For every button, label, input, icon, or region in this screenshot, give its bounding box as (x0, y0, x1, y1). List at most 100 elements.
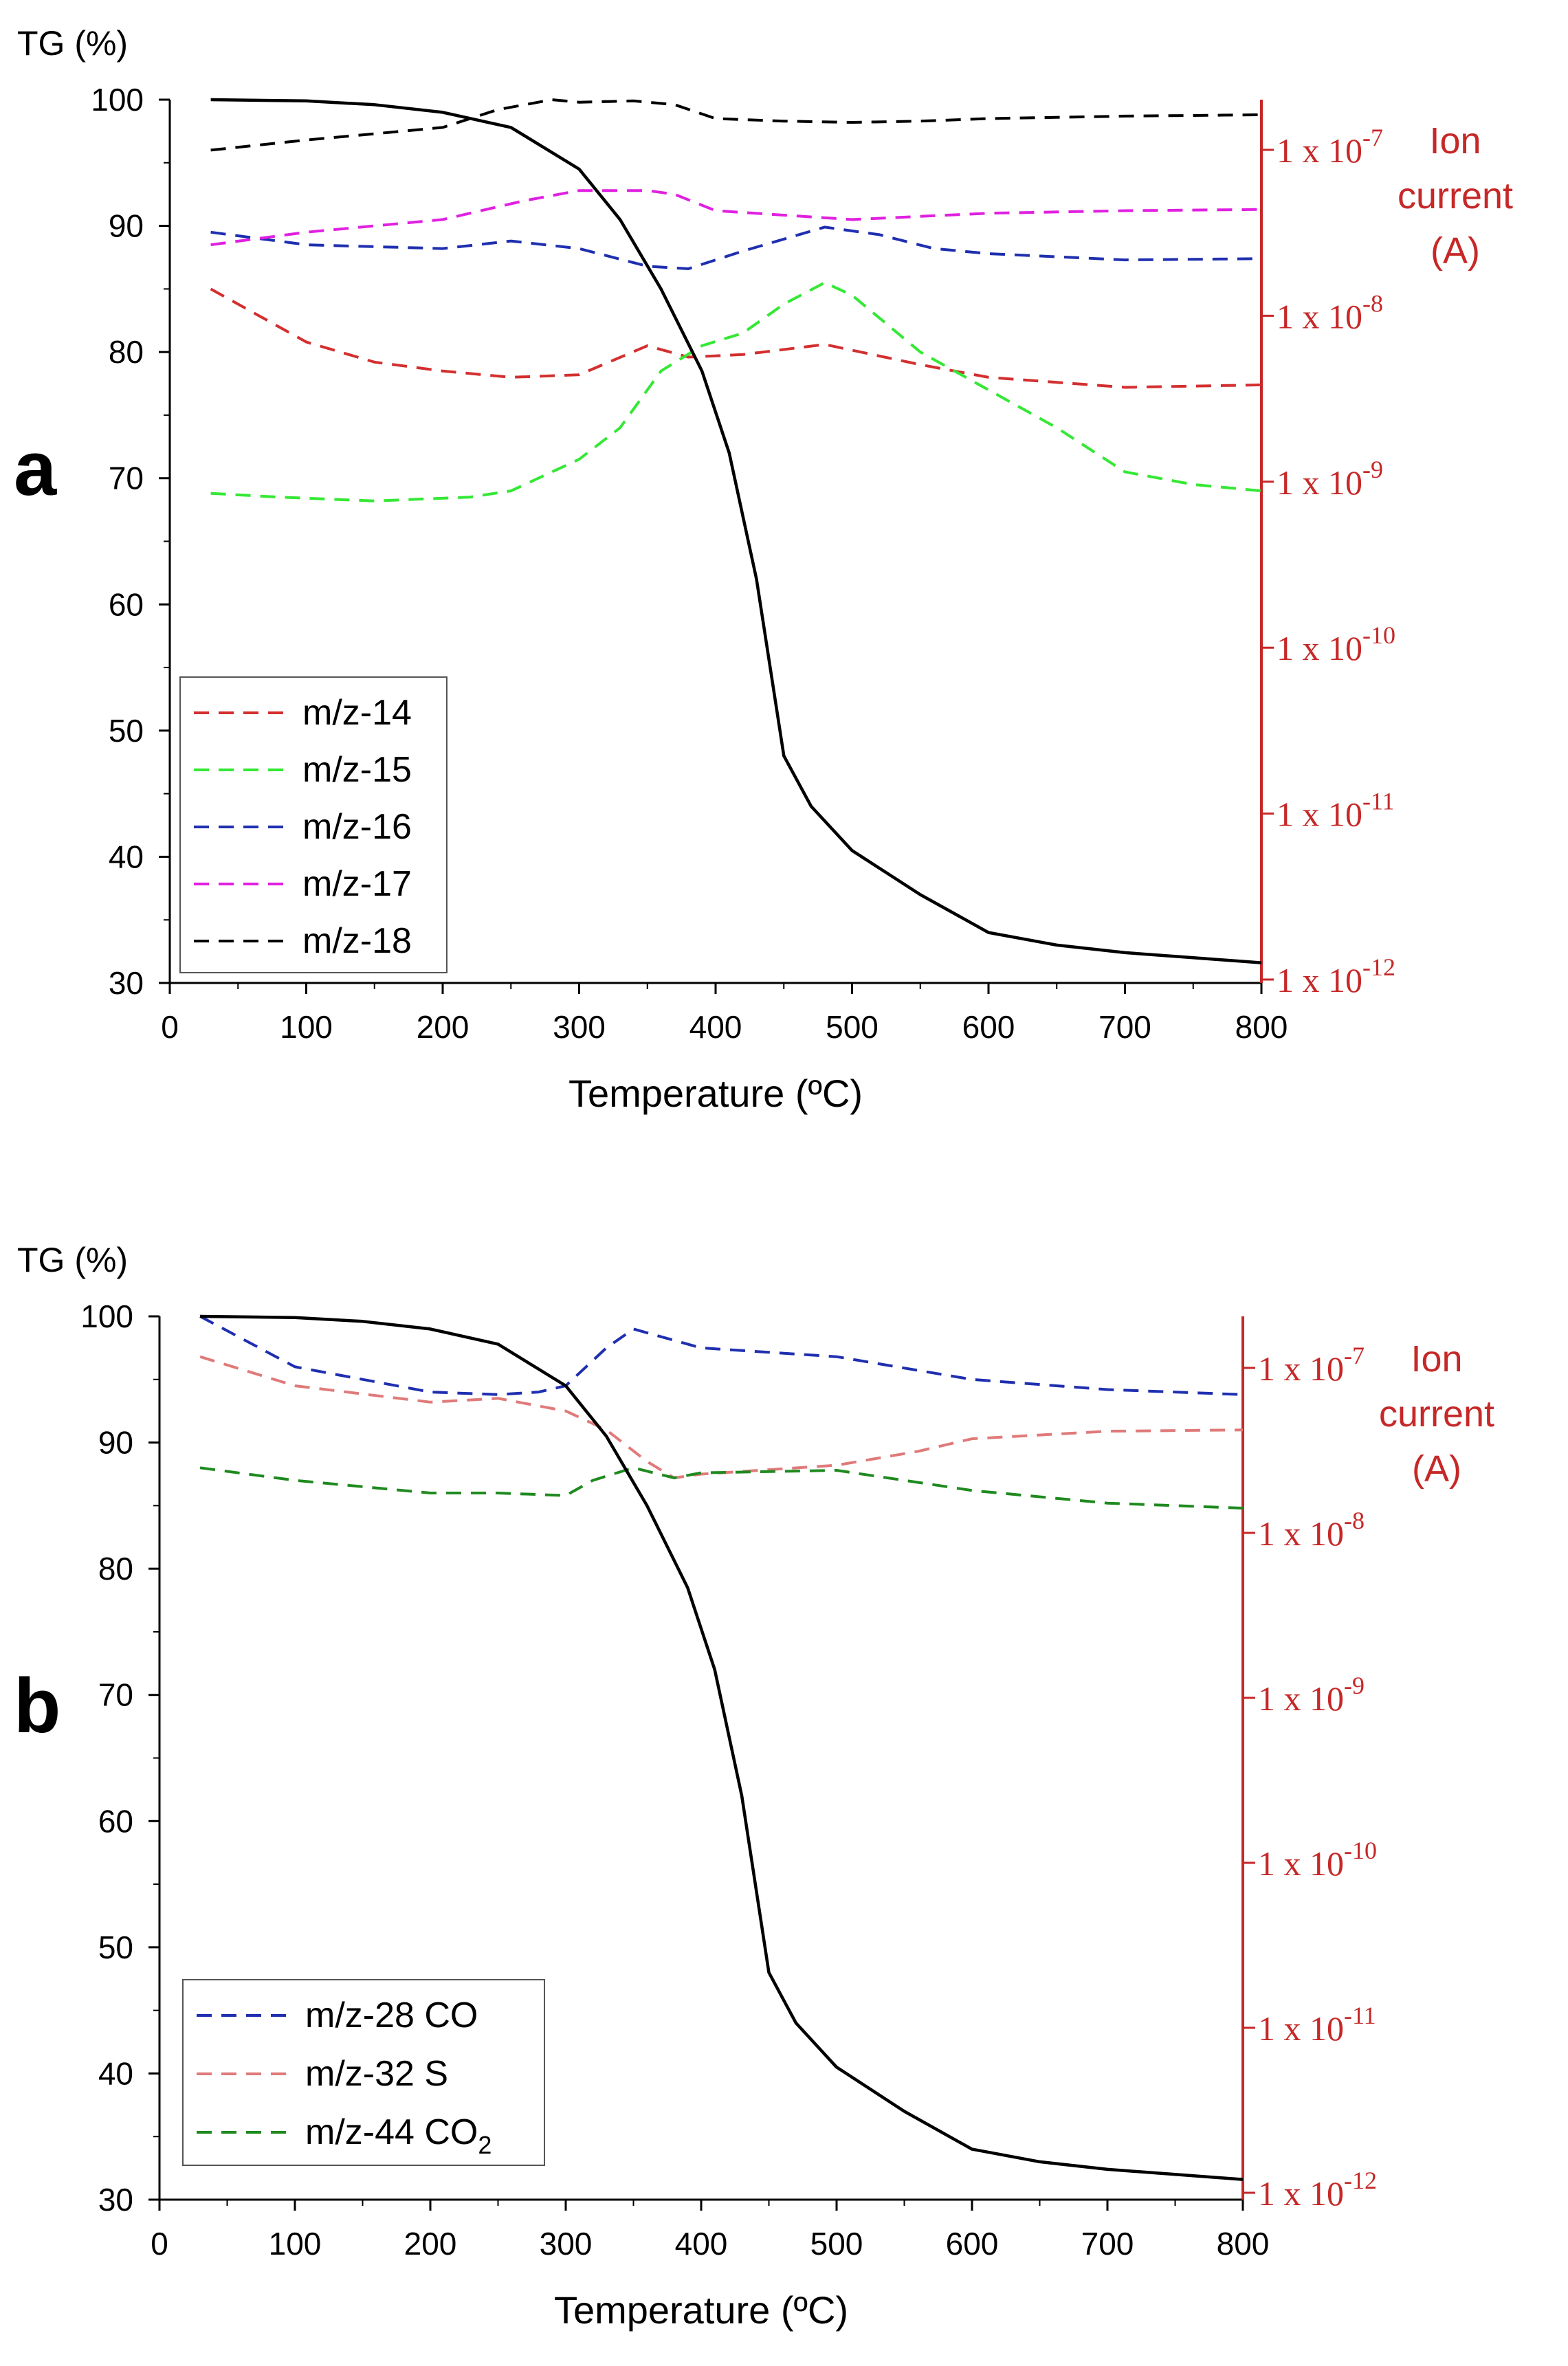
right-axis-title-line: Ion (1429, 120, 1481, 162)
legend-label: m/z-18 (302, 921, 412, 961)
x-tick-label: 0 (151, 2226, 168, 2262)
y-tick-label: 60 (98, 1803, 133, 1839)
right-tick-label: 1 x 10-9 (1277, 456, 1383, 502)
x-tick-label: 400 (689, 1009, 742, 1045)
right-tick-label: 1 x 10-9 (1258, 1672, 1365, 1718)
right-axis-title-line: Ion (1411, 1338, 1462, 1380)
legend-box (182, 1979, 545, 2166)
series-line-m-z-14 (210, 287, 1261, 389)
right-tick-exponent: -10 (1362, 621, 1395, 649)
y-tick-label: 90 (98, 1425, 133, 1461)
chart-panel-a: a 30 40 50 60 70 80 90 100 0 100 200 300 400 500 600 700… (14, 24, 1513, 1115)
right-tick-label: 1 x 10-12 (1277, 953, 1395, 999)
x-tick-label: 600 (962, 1009, 1015, 1045)
right-tick-label: 1 x 10-11 (1277, 788, 1395, 834)
right-tick-label: 1 x 10-10 (1277, 621, 1395, 667)
x-tick-label: 500 (810, 2226, 863, 2262)
y-tick-label: 50 (98, 1930, 133, 1965)
x-tick-label: 500 (826, 1009, 879, 1045)
right-tick-exponent: -11 (1344, 2002, 1376, 2029)
series-line-m-z-16 (210, 225, 1261, 271)
y-tick-label: 80 (98, 1551, 133, 1586)
right-axis-title-line: (A) (1412, 1448, 1461, 1490)
right-tick-exponent: -8 (1362, 289, 1383, 317)
x-tick-label: 800 (1217, 2226, 1270, 2262)
right-axis-title-line: current (1379, 1393, 1494, 1435)
y-axis-title: TG (%) (17, 1241, 128, 1279)
legend-label-subscript: 2 (478, 2131, 492, 2159)
right-tick-base: 1 x 10 (1258, 1844, 1344, 1883)
right-tick-label: 1 x 10-11 (1258, 2002, 1376, 2048)
legend: m/z-14 m/z-15 m/z-16 m/z-17 m/z-18 (179, 676, 448, 973)
right-tick-base: 1 x 10 (1258, 1679, 1344, 1718)
right-tick-base: 1 x 10 (1277, 297, 1362, 335)
tg-curve (200, 1314, 1243, 2181)
right-tick-base: 1 x 10 (1277, 795, 1362, 834)
right-tick-exponent: -7 (1362, 124, 1383, 151)
legend-label: m/z-15 (302, 750, 412, 790)
right-tick-label: 1 x 10-7 (1258, 1342, 1365, 1388)
panel-label: a (14, 425, 57, 511)
right-tick-exponent: -12 (1344, 2167, 1377, 2194)
right-axis-title-line: (A) (1431, 230, 1480, 272)
series-line-m-z-44-co2 (199, 1466, 1243, 1510)
legend-label: m/z-17 (302, 864, 412, 904)
y-tick-label: 30 (109, 965, 144, 1001)
x-tick-label: 100 (280, 1009, 333, 1045)
series-line-m-z-32-s (199, 1355, 1243, 1480)
series-line-m-z-15 (210, 280, 1261, 502)
y-tick-label: 70 (98, 1677, 133, 1713)
y-tick-label: 30 (98, 2182, 133, 2218)
right-tick-exponent: -7 (1344, 1342, 1365, 1369)
series-line-m-z-17 (210, 189, 1261, 247)
y-tick-label: 100 (80, 1298, 133, 1334)
right-tick-label: 1 x 10-8 (1277, 289, 1383, 335)
right-tick-label: 1 x 10-12 (1258, 2167, 1377, 2213)
legend-label: m/z-28 CO (305, 1995, 478, 2035)
legend-box (179, 676, 448, 973)
panel-label: b (14, 1663, 60, 1749)
right-tick-base: 1 x 10 (1258, 2174, 1344, 2213)
right-tick-exponent: -10 (1344, 1837, 1377, 1864)
y-tick-label: 40 (109, 839, 144, 874)
x-axis-title: Temperature (ºC) (568, 1072, 863, 1115)
legend: m/z-28 CO m/z-32 S m/z-44 CO2 (182, 1979, 545, 2166)
right-tick-base: 1 x 10 (1277, 629, 1362, 667)
y-tick-label: 40 (98, 2055, 133, 2091)
right-tick-base: 1 x 10 (1277, 463, 1362, 502)
x-tick-label: 300 (553, 1009, 606, 1045)
x-tick-label: 200 (404, 2226, 457, 2262)
x-tick-label: 800 (1235, 1009, 1288, 1045)
x-tick-label: 200 (417, 1009, 470, 1045)
series-line-m-z-18 (210, 98, 1261, 152)
y-tick-label: 100 (91, 82, 144, 118)
x-tick-label: 700 (1081, 2226, 1134, 2262)
legend-label: m/z-14 (302, 693, 412, 733)
right-tick-exponent: -9 (1344, 1672, 1365, 1699)
legend-label-base: m/z-44 CO (305, 2112, 478, 2152)
x-tick-label: 600 (946, 2226, 999, 2262)
right-tick-label: 1 x 10-8 (1258, 1507, 1365, 1553)
right-tick-base: 1 x 10 (1258, 1514, 1344, 1553)
y-axis-title: TG (%) (17, 24, 128, 63)
legend-label: m/z-32 S (305, 2054, 448, 2094)
y-tick-label: 70 (109, 461, 144, 496)
x-tick-label: 300 (540, 2226, 593, 2262)
right-tick-label: 1 x 10-10 (1258, 1837, 1377, 1883)
tg-curve (210, 98, 1261, 964)
x-tick-label: 0 (161, 1009, 179, 1045)
right-axis-title-line: current (1398, 175, 1513, 217)
legend-label: m/z-16 (302, 807, 412, 847)
legend-label: m/z-44 CO2 (305, 2112, 492, 2159)
series-line-m-z-28-co (199, 1315, 1243, 1396)
right-tick-base: 1 x 10 (1277, 961, 1362, 999)
right-tick-exponent: -9 (1362, 456, 1383, 483)
right-tick-base: 1 x 10 (1258, 1349, 1344, 1388)
x-tick-label: 700 (1098, 1009, 1151, 1045)
x-tick-label: 400 (675, 2226, 728, 2262)
y-tick-label: 60 (109, 586, 144, 622)
right-tick-base: 1 x 10 (1258, 2009, 1344, 2048)
right-tick-base: 1 x 10 (1277, 131, 1362, 170)
right-tick-exponent: -8 (1344, 1507, 1365, 1534)
